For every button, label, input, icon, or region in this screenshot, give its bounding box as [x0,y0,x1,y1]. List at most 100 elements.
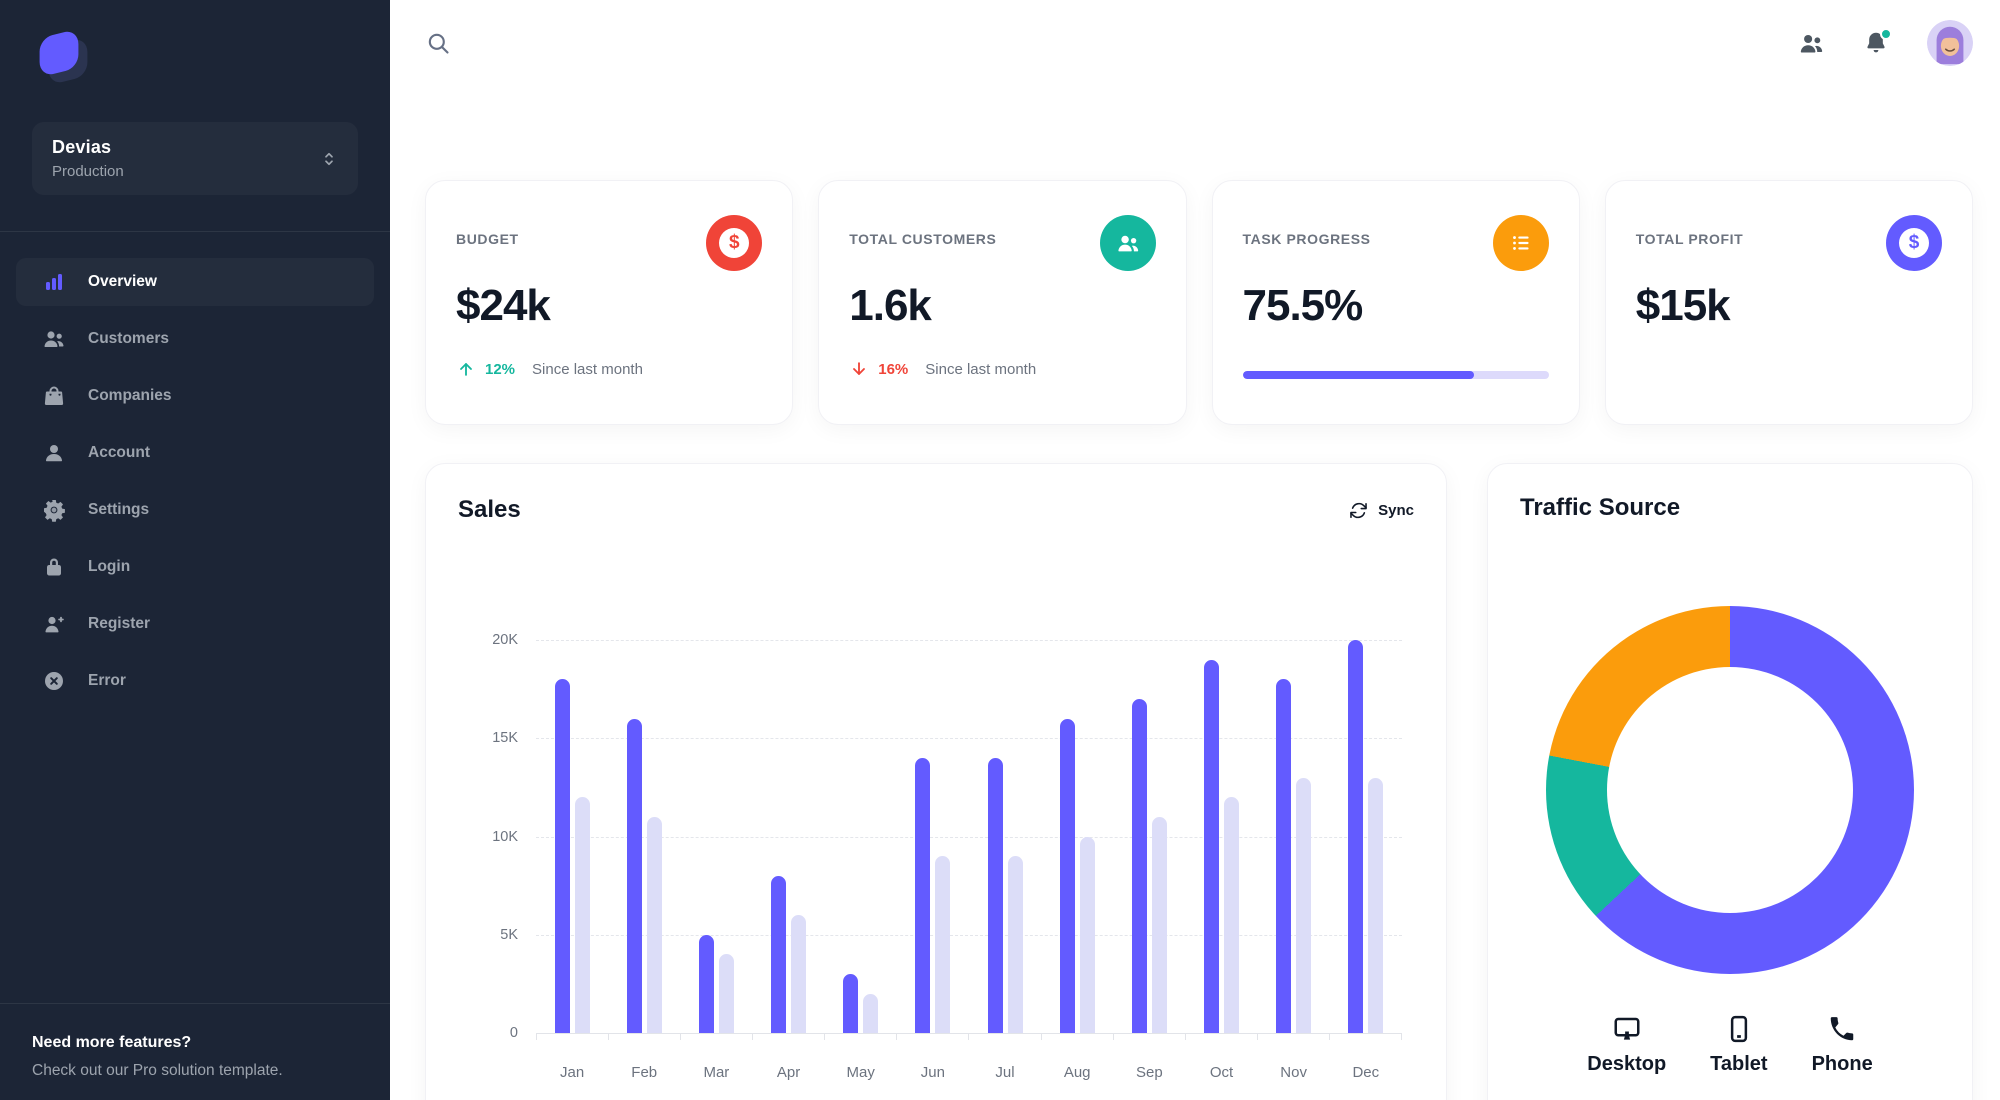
avatar[interactable] [1927,20,1973,66]
currency-dollar-icon: $ [719,228,750,258]
x-axis-label: Jun [920,1064,945,1081]
sales-card: Sales Sync 0 5K 10K 15K 20K Jan Feb Mar Apr May [425,463,1447,1100]
lock-icon [42,555,66,579]
sidebar-item-label: Login [88,558,131,575]
sidebar-item-label: Customers [88,330,169,347]
gridline [536,934,1402,936]
sales-chart: 0 5K 10K 15K 20K Jan Feb Mar Apr May Jun Jul Aug Sep… [492,632,1402,1081]
x-axis-label: Feb [631,1064,658,1081]
y-axis-tick: 10K [492,828,518,845]
trend-caption: Since last month [925,360,1037,378]
users-icon [42,327,66,351]
bar-group [771,875,807,1033]
stat-value: 1.6k [849,281,932,330]
desktop-icon [1612,1014,1642,1044]
x-axis-label: Oct [1209,1064,1234,1081]
task-progress-card: TASK PROGRESS 75.5% [1211,180,1580,425]
workspace-name: Devias [52,137,112,157]
sidebar-item-label: Register [88,615,151,632]
users-icon [1798,30,1825,57]
users-icon [1114,229,1142,257]
budget-card: BUDGET $ $24k 12% Since last month [425,180,794,425]
y-axis-tick: 15K [492,730,518,747]
x-axis-label: Dec [1352,1064,1380,1081]
gridline [536,738,1402,740]
bar-primary [554,679,570,1033]
bar-secondary [646,816,662,1033]
sidebar-nav: Overview Customers Companies Account Set… [0,232,390,1003]
sales-months: Jan Feb Mar Apr May Jun Jul Aug Sep Oct Nov Dec [536,1064,1402,1081]
sales-plot: 0 5K 10K 15K 20K [492,632,1402,1041]
sidebar-divider [0,231,390,232]
gridline [536,1033,1402,1034]
traffic-title: Traffic Source [1520,494,1681,521]
sales-grid: 0 5K 10K 15K 20K [492,632,1402,1041]
x-axis-label: Nov [1280,1064,1307,1081]
bar-group [843,974,879,1033]
sync-label: Sync [1378,501,1414,519]
bar-primary [915,757,931,1033]
search-icon [425,30,452,57]
main-area: BUDGET $ $24k 12% Since last month TOTAL… [390,0,2000,1100]
sidebar-item-customers[interactable]: Customers [16,315,374,363]
sidebar-item-label: Settings [88,501,150,518]
footer-subtitle: Check out our Pro solution template. [32,1062,283,1079]
bar-group [1348,640,1384,1033]
footer-title: Need more features? [32,1034,192,1051]
bar-secondary [718,954,734,1033]
device-label: Desktop [1587,1053,1667,1075]
sync-button[interactable]: Sync [1349,501,1414,520]
x-axis-label: Aug [1063,1064,1091,1081]
total-customers-card: TOTAL CUSTOMERS 1.6k 16% Since last mont… [818,180,1187,425]
phone-icon [1827,1014,1857,1044]
bar-group [1131,698,1167,1033]
sidebar-item-login[interactable]: Login [16,543,374,591]
device-label: Tablet [1710,1053,1768,1075]
x-axis-label: Mar [703,1064,730,1081]
sidebar-item-error[interactable]: Error [16,657,374,705]
y-axis-tick: 20K [492,632,518,648]
stats-row: BUDGET $ $24k 12% Since last month TOTAL… [425,180,1973,425]
bar-primary [1203,659,1219,1033]
sales-title: Sales [458,496,521,523]
bar-primary [1059,718,1075,1033]
gridline [536,836,1402,838]
search-button[interactable] [425,30,452,57]
bar-primary [698,934,714,1033]
bar-secondary [1007,856,1023,1033]
bar-primary [1131,698,1147,1033]
bar-primary [987,757,1003,1033]
avatar-image [1927,20,1973,66]
traffic-source-card: Traffic Source Desktop [1487,463,1973,1100]
stat-label: TOTAL PROFIT [1635,231,1744,247]
notification-dot [1880,28,1892,40]
sidebar-item-label: Error [88,672,126,689]
bar-primary [843,974,859,1033]
sidebar-item-account[interactable]: Account [16,429,374,477]
bar-secondary [574,797,590,1033]
x-axis-label: Sep [1135,1064,1163,1081]
shopping-bag-icon [42,384,66,408]
stat-value: $15k [1635,281,1731,330]
sidebar-footer: Need more features? Check out our Pro so… [0,1003,390,1100]
sidebar-item-overview[interactable]: Overview [16,258,374,306]
bar-secondary [1079,836,1095,1033]
stat-avatar [1099,215,1156,271]
list-bullet-icon [1508,230,1534,256]
device-desktop: Desktop [1587,1014,1666,1076]
currency-dollar-icon: $ [1899,228,1929,258]
sidebar-item-register[interactable]: Register [16,600,374,648]
sidebar-item-companies[interactable]: Companies [16,372,374,420]
trend-up-icon [456,359,476,379]
sync-icon [1349,501,1368,520]
sales-ticks [536,1033,1402,1040]
dashboard-content: BUDGET $ $24k 12% Since last month TOTAL… [390,86,2000,1100]
sidebar-item-settings[interactable]: Settings [16,486,374,534]
trend-value: 16% [878,360,909,378]
bar-group [626,718,662,1033]
bar-group [554,679,590,1033]
workspace-switcher[interactable]: Devias Production [32,122,358,195]
notifications-button[interactable] [1863,28,1892,56]
sidebar-item-label: Overview [88,273,157,290]
contacts-button[interactable] [1798,30,1825,57]
